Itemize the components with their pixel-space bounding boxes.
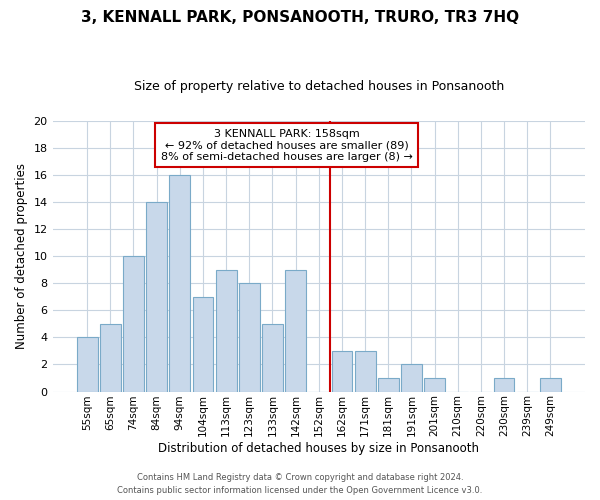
Bar bbox=[540, 378, 561, 392]
Bar bbox=[355, 351, 376, 392]
Text: 3, KENNALL PARK, PONSANOOTH, TRURO, TR3 7HQ: 3, KENNALL PARK, PONSANOOTH, TRURO, TR3 … bbox=[81, 10, 519, 25]
Bar bbox=[77, 338, 98, 392]
Bar bbox=[424, 378, 445, 392]
Bar bbox=[216, 270, 236, 392]
Y-axis label: Number of detached properties: Number of detached properties bbox=[15, 163, 28, 349]
Bar bbox=[262, 324, 283, 392]
Title: Size of property relative to detached houses in Ponsanooth: Size of property relative to detached ho… bbox=[134, 80, 504, 93]
Text: 3 KENNALL PARK: 158sqm
← 92% of detached houses are smaller (89)
8% of semi-deta: 3 KENNALL PARK: 158sqm ← 92% of detached… bbox=[161, 128, 413, 162]
X-axis label: Distribution of detached houses by size in Ponsanooth: Distribution of detached houses by size … bbox=[158, 442, 479, 455]
Bar bbox=[146, 202, 167, 392]
Bar bbox=[494, 378, 514, 392]
Bar bbox=[285, 270, 306, 392]
Bar bbox=[193, 296, 214, 392]
Bar bbox=[100, 324, 121, 392]
Bar bbox=[123, 256, 144, 392]
Bar bbox=[332, 351, 352, 392]
Bar bbox=[401, 364, 422, 392]
Bar bbox=[169, 175, 190, 392]
Bar bbox=[239, 283, 260, 392]
Text: Contains HM Land Registry data © Crown copyright and database right 2024.
Contai: Contains HM Land Registry data © Crown c… bbox=[118, 473, 482, 495]
Bar bbox=[378, 378, 398, 392]
